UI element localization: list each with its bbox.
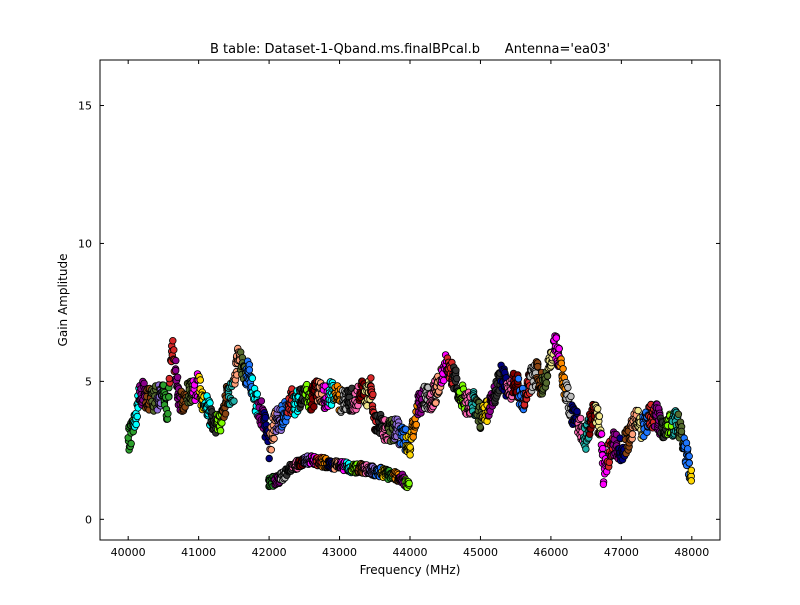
data-point — [253, 390, 261, 398]
data-point — [127, 439, 135, 448]
y-tick-label: 10 — [78, 237, 92, 250]
data-point — [216, 427, 225, 435]
data-point — [684, 445, 692, 453]
data-point — [599, 480, 608, 488]
data-point — [685, 459, 693, 467]
data-point — [257, 397, 266, 405]
plot-frame — [99, 59, 721, 541]
x-tick-label: 47000 — [604, 546, 639, 559]
data-point — [674, 410, 683, 418]
data-point — [172, 356, 180, 365]
data-point — [542, 379, 551, 387]
data-point — [165, 393, 173, 401]
data-point — [248, 374, 257, 382]
data-point — [685, 452, 693, 460]
x-tick-label: 40000 — [111, 546, 146, 559]
x-tick-label: 44000 — [393, 546, 428, 559]
data-point — [405, 479, 413, 488]
data-point — [552, 334, 560, 342]
x-tick-label: 45000 — [463, 546, 498, 559]
data-point — [514, 375, 523, 383]
data-point — [369, 390, 377, 399]
y-axis-title: Gain Amplitude — [56, 254, 70, 347]
data-point — [261, 414, 270, 422]
data-point — [406, 451, 414, 459]
data-point — [555, 345, 563, 353]
data-point — [595, 412, 604, 420]
data-point — [165, 374, 173, 383]
data-point — [564, 383, 572, 392]
data-point — [171, 366, 180, 375]
data-point — [573, 407, 581, 416]
data-point — [452, 366, 460, 374]
data-point — [687, 466, 695, 474]
x-tick-label: 48000 — [674, 546, 709, 559]
data-point — [605, 458, 613, 466]
data-point — [543, 372, 552, 380]
x-tick-label: 41000 — [181, 546, 216, 559]
data-point — [170, 346, 178, 354]
data-point — [196, 376, 204, 384]
data-point — [597, 430, 606, 438]
x-axis-title: Frequency (MHz) — [360, 563, 461, 577]
data-point — [270, 434, 278, 443]
data-point — [687, 477, 695, 485]
data-point — [206, 399, 214, 407]
data-point — [409, 433, 417, 441]
data-point — [310, 403, 318, 411]
data-point — [169, 337, 177, 345]
y-tick-label: 15 — [78, 100, 92, 113]
data-point — [534, 362, 542, 371]
chart-title: B table: Dataset-1-Qband.ms.finalBPcal.b… — [210, 42, 610, 57]
data-point — [406, 443, 414, 451]
data-point — [412, 421, 420, 429]
x-tick-label: 46000 — [533, 546, 568, 559]
data-point — [559, 365, 567, 373]
data-point — [628, 430, 637, 438]
data-point — [173, 373, 182, 381]
data-point — [245, 366, 254, 374]
data-point — [164, 410, 172, 418]
data-point — [132, 420, 140, 429]
data-point — [453, 374, 461, 383]
data-point — [265, 454, 273, 463]
data-point — [221, 410, 230, 418]
data-point — [677, 427, 686, 436]
data-point — [634, 406, 642, 415]
data-point — [582, 445, 590, 453]
data-point — [577, 414, 585, 423]
data-point — [367, 374, 375, 382]
data-point — [230, 397, 238, 405]
x-tick-label: 43000 — [322, 546, 357, 559]
data-point — [267, 446, 275, 454]
x-tick-label: 42000 — [252, 546, 287, 559]
data-point — [432, 399, 440, 407]
data-points-layer — [124, 332, 695, 492]
data-point — [567, 392, 575, 401]
y-tick-label: 0 — [85, 513, 92, 526]
y-tick-label: 5 — [85, 375, 92, 388]
data-point — [476, 423, 484, 431]
ticks-layer: 40000 41000 42000 43000 44000 45000 46000 47000… — [78, 60, 720, 559]
data-point — [133, 412, 141, 421]
data-point — [594, 405, 602, 413]
